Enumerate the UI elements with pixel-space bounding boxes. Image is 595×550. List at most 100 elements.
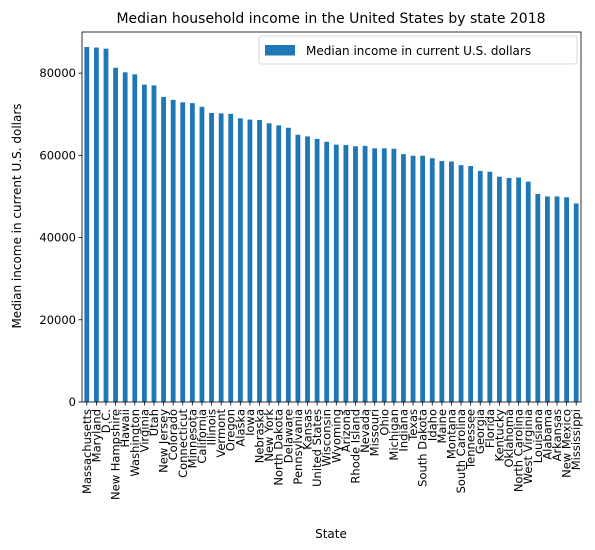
bar	[266, 123, 272, 403]
bar	[151, 85, 157, 402]
bar	[545, 196, 550, 402]
x-tick-label: California	[195, 409, 209, 464]
x-tick-label: Connecticut	[176, 409, 190, 478]
x-tick-label: Georgia	[473, 409, 487, 454]
bar	[487, 171, 493, 402]
bar	[170, 99, 176, 402]
bar	[218, 113, 224, 403]
x-tick-label: North Dakota	[272, 409, 286, 486]
x-tick-label: Mississippi	[569, 409, 583, 470]
bar	[113, 67, 118, 403]
bar	[468, 166, 474, 402]
x-tick-label: Wisconsin	[320, 409, 334, 466]
chart-title: Median household income in the United St…	[116, 11, 545, 27]
bar	[237, 118, 243, 402]
bar	[324, 141, 330, 402]
bar	[141, 84, 147, 403]
x-tick-label: Idaho	[425, 409, 439, 441]
legend-swatch	[265, 45, 295, 56]
bar	[333, 144, 339, 402]
bar	[132, 74, 138, 402]
x-tick-label: New Mexico	[560, 409, 574, 478]
x-tick-label: New York	[262, 409, 276, 462]
x-tick-label: Nevada	[358, 409, 372, 453]
bar	[295, 134, 301, 402]
y-tick-label: 80000	[39, 66, 76, 80]
bar	[362, 145, 368, 402]
x-tick-label: Massachusetts	[80, 409, 94, 494]
x-tick-label: Hawaii	[118, 409, 132, 448]
bar	[199, 106, 205, 402]
x-tick-label: Minnesota	[185, 409, 199, 468]
y-tick-label: 60000	[39, 148, 76, 162]
bar	[516, 177, 522, 402]
y-axis-label: Median income in current U.S. dollars	[10, 103, 24, 328]
bar	[525, 181, 531, 402]
bar	[477, 170, 483, 402]
x-tick-label: Montana	[444, 409, 458, 459]
x-tick-label: Maryland	[89, 409, 103, 462]
bar	[381, 148, 387, 402]
bar	[353, 146, 358, 402]
x-axis-label: State	[315, 527, 347, 541]
x-tick-label: Alaska	[233, 409, 247, 447]
bar	[314, 138, 320, 402]
x-tick-label: Colorado	[166, 409, 180, 460]
bar	[305, 136, 310, 403]
bar	[257, 119, 262, 402]
legend-box	[258, 35, 578, 65]
bar	[420, 155, 426, 402]
bar	[84, 47, 90, 402]
bar	[247, 119, 253, 402]
bar	[506, 177, 512, 402]
x-tick-label: Delaware	[281, 409, 295, 463]
x-tick-label: United States	[310, 409, 324, 487]
x-tick-label: Tennessee	[464, 409, 478, 470]
x-tick-label: Oklahoma	[502, 409, 516, 468]
bar	[285, 127, 291, 402]
x-tick-label: Washington	[128, 409, 142, 477]
bars-group	[84, 47, 579, 403]
x-tick-label: Indiana	[396, 409, 410, 452]
x-tick-label: Michigan	[387, 409, 401, 461]
x-tick-label: Pennsylvania	[291, 409, 305, 485]
bar	[189, 103, 195, 403]
legend-label: Median income in current U.S. dollars	[306, 44, 531, 58]
y-tick-label: 0	[69, 395, 76, 409]
x-tick-label: Rhode Island	[348, 409, 362, 484]
bar	[429, 158, 435, 402]
bar	[410, 155, 416, 402]
bar	[573, 203, 579, 402]
x-tick-label: Oregon	[224, 409, 238, 451]
x-tick-label: Florida	[483, 409, 497, 448]
bar	[122, 72, 128, 402]
bar	[535, 193, 541, 402]
bar	[372, 148, 378, 402]
x-tick-label: Vermont	[214, 409, 228, 458]
plot-frame	[81, 31, 582, 403]
y-tick-label: 20000	[39, 313, 76, 327]
x-tick-label: Virginia	[137, 409, 151, 452]
x-tick-label: Arizona	[339, 409, 353, 452]
bar	[439, 161, 445, 402]
bar	[391, 148, 397, 402]
bar	[276, 125, 282, 402]
bar	[497, 176, 502, 402]
bar	[94, 47, 99, 402]
legend: Median income in current U.S. dollars	[258, 35, 578, 65]
bar	[564, 197, 570, 402]
bar	[180, 102, 186, 403]
x-tick-label: South Carolina	[454, 409, 468, 493]
x-tick-label: Wyoming	[329, 409, 343, 463]
bar	[554, 196, 560, 402]
bar	[458, 165, 464, 402]
x-tick-label: Kansas	[301, 409, 315, 450]
x-tick-label: South Dakota	[416, 409, 430, 487]
y-tick-label: 40000	[39, 231, 76, 245]
bar	[161, 96, 166, 403]
x-tick-label: Maine	[435, 409, 449, 444]
x-tick-label: Louisiana	[531, 409, 545, 463]
x-tick-label: Nebraska	[253, 409, 267, 463]
